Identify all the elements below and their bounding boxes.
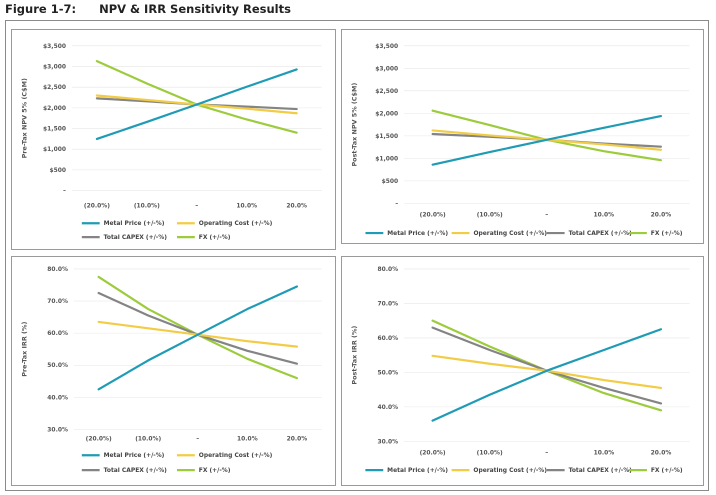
legend-label: Total CAPEX (+/-%) xyxy=(104,467,168,474)
y-tick-label: – xyxy=(63,188,66,195)
y-axis-label: Pre-Tax NPV 5% (C$M) xyxy=(20,78,28,158)
y-tick-label: $2,500 xyxy=(375,88,398,95)
y-tick-label: 60.0% xyxy=(377,335,398,342)
y-tick-label: 30.0% xyxy=(377,438,398,445)
x-tick-label: (20.0%) xyxy=(420,449,446,456)
y-axis-label: Pre-Tax IRR (%) xyxy=(20,322,28,377)
y-tick-label: $3,000 xyxy=(43,64,66,71)
y-tick-label: – xyxy=(395,200,398,207)
legend-label: Metal Price (+/-%) xyxy=(104,220,165,227)
y-tick-label: $500 xyxy=(49,167,66,174)
legend-label: Operating Cost (+/-%) xyxy=(473,230,547,237)
y-tick-label: $2,000 xyxy=(375,110,398,117)
y-tick-label: $1,500 xyxy=(43,126,66,133)
x-tick-label: (20.0%) xyxy=(420,211,446,218)
legend-label: FX (+/-%) xyxy=(651,230,683,237)
y-tick-label: 40.0% xyxy=(47,394,68,401)
y-tick-label: $1,000 xyxy=(43,146,66,153)
x-tick-label: (20.0%) xyxy=(86,435,112,442)
y-tick-label: 50.0% xyxy=(377,369,398,376)
x-tick-label: 10.0% xyxy=(594,449,615,456)
series-line-metal-price xyxy=(97,285,299,391)
x-tick-label: 20.0% xyxy=(287,435,308,442)
y-axis-label: Post-Tax IRR (%) xyxy=(350,326,358,385)
series-line-total-capex xyxy=(431,326,663,405)
series-line-fx xyxy=(95,60,298,134)
x-tick-label: (20.0%) xyxy=(84,202,110,209)
x-tick-label: (10.0%) xyxy=(477,211,503,218)
y-tick-label: 70.0% xyxy=(47,298,68,305)
series-line-metal-price xyxy=(431,115,662,166)
legend-label: FX (+/-%) xyxy=(199,234,231,241)
legend-label: FX (+/-%) xyxy=(199,467,231,474)
x-tick-label: (10.0%) xyxy=(134,202,160,209)
y-tick-label: $1,000 xyxy=(375,155,398,162)
y-tick-label: 50.0% xyxy=(47,362,68,369)
y-tick-label: $3,500 xyxy=(43,43,66,50)
y-tick-label: $2,500 xyxy=(43,84,66,91)
x-tick-label: 10.0% xyxy=(237,435,258,442)
x-tick-label: (10.0%) xyxy=(135,435,161,442)
legend-label: Metal Price (+/-%) xyxy=(387,230,448,237)
legend-label: FX (+/-%) xyxy=(651,467,683,474)
legend-label: Total CAPEX (+/-%) xyxy=(104,234,168,241)
x-tick-label: 10.0% xyxy=(594,211,615,218)
legend-label: Total CAPEX (+/-%) xyxy=(569,467,633,474)
legend-label: Operating Cost (+/-%) xyxy=(473,467,547,474)
figure-title: Figure 1-7: NPV & IRR Sensitivity Result… xyxy=(5,2,291,16)
y-tick-label: 60.0% xyxy=(47,330,68,337)
y-tick-label: $3,000 xyxy=(375,65,398,72)
series-line-fx xyxy=(431,319,663,412)
legend-label: Metal Price (+/-%) xyxy=(104,452,165,459)
legend-label: Total CAPEX (+/-%) xyxy=(569,230,633,237)
x-tick-label: – xyxy=(196,435,199,442)
y-tick-label: $3,500 xyxy=(375,43,398,50)
pre-tax-npv-chart: – $500 $1,000 $1,500 $2,000 $2,500 $3,000 $3,50… xyxy=(11,29,336,250)
series-line-metal-price xyxy=(95,68,298,140)
y-tick-label: $2,000 xyxy=(43,105,66,112)
y-tick-label: 30.0% xyxy=(47,426,68,433)
figure-frame xyxy=(5,20,709,491)
y-axis-label: Post-Tax NPV 5% (C$M) xyxy=(351,83,359,167)
x-tick-label: – xyxy=(545,211,548,218)
post-tax-irr-chart: 30.0% 40.0% 50.0% 60.0% 70.0% 80.0% (20.0%) (10… xyxy=(341,256,704,486)
post-tax-npv-chart: – $500 $1,000 $1,500 $2,000 $2,500 $3,000 $3,50… xyxy=(341,29,704,244)
y-tick-label: 70.0% xyxy=(377,300,398,307)
y-tick-label: $500 xyxy=(382,178,399,185)
legend-label: Operating Cost (+/-%) xyxy=(199,220,273,227)
x-tick-label: – xyxy=(545,449,548,456)
x-tick-label: 10.0% xyxy=(236,202,257,209)
y-tick-label: $1,500 xyxy=(375,133,398,140)
y-tick-label: 40.0% xyxy=(377,404,398,411)
legend-label: Operating Cost (+/-%) xyxy=(199,452,273,459)
x-tick-label: 20.0% xyxy=(286,202,307,209)
y-tick-label: 80.0% xyxy=(377,266,398,273)
pre-tax-irr-chart: 30.0% 40.0% 50.0% 60.0% 70.0% 80.0% (20.0%) (10… xyxy=(11,256,336,486)
y-tick-label: 80.0% xyxy=(47,266,68,273)
x-tick-label: 20.0% xyxy=(651,449,672,456)
series-line-metal-price xyxy=(431,328,663,422)
series-line-operating-cost xyxy=(431,354,663,390)
x-tick-label: – xyxy=(195,202,198,209)
series-line-fx xyxy=(97,275,299,380)
series-line-total-capex xyxy=(97,291,299,365)
x-tick-label: (10.0%) xyxy=(477,449,503,456)
x-tick-label: 20.0% xyxy=(651,211,672,218)
legend-label: Metal Price (+/-%) xyxy=(387,467,448,474)
